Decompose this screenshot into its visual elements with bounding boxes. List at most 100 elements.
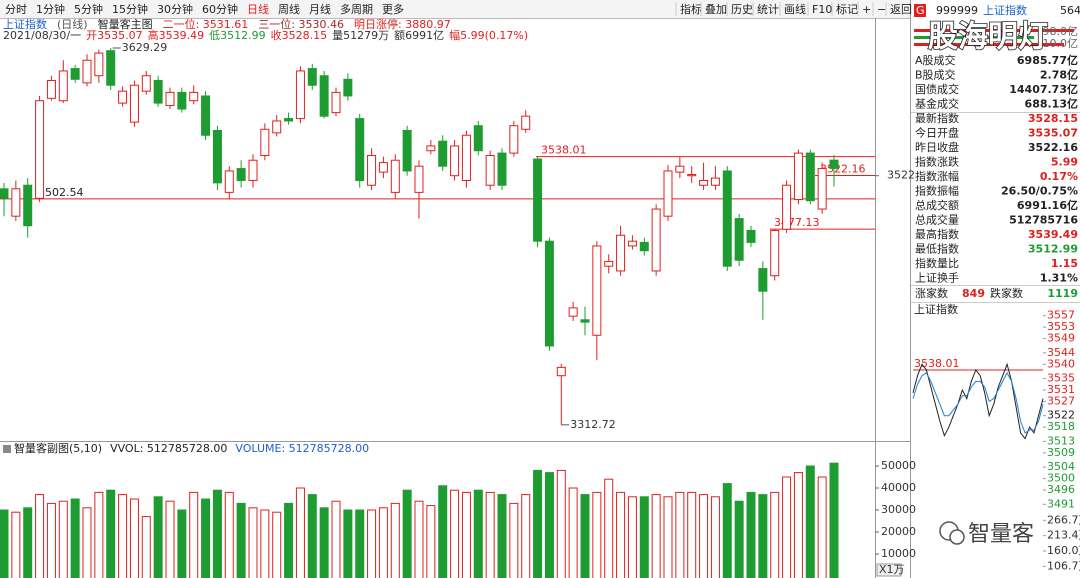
- candle-body: [604, 260, 614, 267]
- tool-button[interactable]: 标记: [836, 2, 858, 16]
- candle-body: [544, 240, 554, 347]
- mini-tick-label: 3500: [1047, 472, 1075, 485]
- tool-button[interactable]: 历史: [731, 3, 753, 16]
- tool-button[interactable]: 画线: [784, 2, 806, 16]
- mini-tick-label: 3549: [1047, 332, 1075, 345]
- period-tab[interactable]: 30分钟: [157, 2, 193, 16]
- y-tick-label: 3522: [887, 169, 915, 182]
- reference-label: 3522.16: [820, 163, 866, 176]
- period-tab[interactable]: 月线: [309, 2, 331, 16]
- tool-button[interactable]: +: [862, 3, 871, 16]
- period-tab[interactable]: 5分钟: [74, 2, 103, 16]
- candle-body: [106, 50, 116, 86]
- row-label: 今日开盘: [915, 126, 959, 140]
- tool-button[interactable]: 统计: [757, 3, 779, 16]
- quote-item: 高3539.49: [148, 28, 205, 42]
- period-tab[interactable]: 周线: [278, 2, 300, 16]
- candle-body: [236, 168, 246, 181]
- symbol-code: 999999: [936, 4, 978, 17]
- symbol-badge: G: [916, 4, 925, 17]
- header-item: 二一位: 3531.61: [163, 17, 249, 31]
- header-item: 三一位: 3530.46: [258, 17, 344, 31]
- mini-tick-label: 3540: [1047, 357, 1075, 370]
- period-tab[interactable]: 分时: [5, 3, 27, 16]
- quote-item: 幅5.99(0.17%): [449, 29, 528, 42]
- candle-body: [450, 145, 460, 177]
- candle-body: [710, 177, 720, 186]
- volume-bar: [319, 507, 329, 578]
- candle-body: [651, 208, 661, 272]
- tool-button[interactable]: 指标: [680, 2, 702, 16]
- tool-button[interactable]: −: [877, 3, 886, 16]
- mini-tick-label: 3509: [1047, 446, 1075, 459]
- candle-body: [497, 152, 507, 186]
- unit-box: [876, 563, 902, 577]
- period-tab[interactable]: 15分钟: [112, 2, 148, 16]
- candle-body: [295, 70, 305, 120]
- row-value: 3512.99: [1028, 243, 1078, 256]
- candle-body: [627, 240, 637, 247]
- breadth-label: 涨家数: [915, 286, 948, 300]
- volume-bar: [533, 469, 543, 578]
- volume-bar: [485, 491, 495, 578]
- volume-bar: [627, 496, 637, 578]
- row-label: 总成交量: [915, 213, 959, 227]
- candle-body: [663, 170, 673, 217]
- candle-body: [746, 229, 756, 243]
- volume-bar: [118, 494, 128, 578]
- tool-button[interactable]: 返回: [890, 3, 912, 16]
- volume-title: 智量客副图(5,10): [14, 441, 102, 455]
- volume-bar: [651, 494, 661, 578]
- row-value: 0.17%: [1040, 170, 1078, 183]
- mini-tick-label: 3522: [1047, 409, 1075, 422]
- mini-tick-label: 3553: [1047, 320, 1075, 333]
- period-tab[interactable]: 日线: [247, 2, 269, 16]
- candle-body: [699, 179, 709, 186]
- row-value: 3535.07: [1028, 127, 1078, 140]
- quote-item: 2021/08/30/一: [3, 29, 81, 42]
- candle-body: [0, 188, 9, 199]
- period-tab[interactable]: 60分钟: [202, 2, 238, 16]
- breadth-down: 1119: [1047, 287, 1078, 300]
- candle-body: [616, 234, 626, 272]
- period-tab[interactable]: 多周期: [340, 2, 373, 16]
- volume-bar: [248, 507, 258, 578]
- volume-bar: [580, 494, 590, 578]
- candle-body: [284, 118, 294, 122]
- period-tab[interactable]: 更多: [382, 2, 404, 16]
- header-item: 智量客主图: [98, 17, 153, 31]
- period-tab[interactable]: 1分钟: [36, 2, 65, 16]
- volume-bar: [450, 489, 460, 578]
- volume-bar: [0, 509, 9, 578]
- volume-bar: [284, 502, 294, 578]
- row-value: 5.99: [1051, 156, 1078, 169]
- row-value: 512785716: [1009, 214, 1078, 227]
- tool-button[interactable]: F10: [812, 3, 832, 16]
- row-label: 国债成交: [915, 82, 959, 96]
- tool-button[interactable]: 叠加: [705, 3, 727, 16]
- candle-body: [224, 170, 234, 193]
- volume-bar: [722, 483, 732, 578]
- quote-item: 额6991亿: [394, 29, 444, 42]
- volume-bar: [355, 509, 365, 578]
- vol-tick-label: 30000: [881, 503, 916, 516]
- volume-bar: [129, 498, 139, 578]
- quote-item: 开3535.07: [86, 29, 143, 42]
- volume-bar: [556, 469, 566, 578]
- mini-vol-label: 213.4万: [1047, 529, 1080, 542]
- vol-tick-label: 10000: [881, 547, 916, 560]
- volume-bar: [331, 500, 341, 578]
- candle-body: [378, 162, 388, 173]
- indicator-bar: [914, 43, 1064, 46]
- candle-body: [473, 125, 483, 152]
- volume-bar: [82, 507, 92, 578]
- candle-body: [260, 128, 270, 156]
- candle-body: [485, 154, 495, 186]
- high-label: 3629.29: [122, 41, 168, 54]
- mini-tick-label: 3491: [1047, 497, 1075, 510]
- mini-tick-label: 3531: [1047, 383, 1075, 396]
- row-label: 总成交额: [915, 198, 959, 212]
- volume-label: VOLUME: 512785728.00: [235, 442, 369, 455]
